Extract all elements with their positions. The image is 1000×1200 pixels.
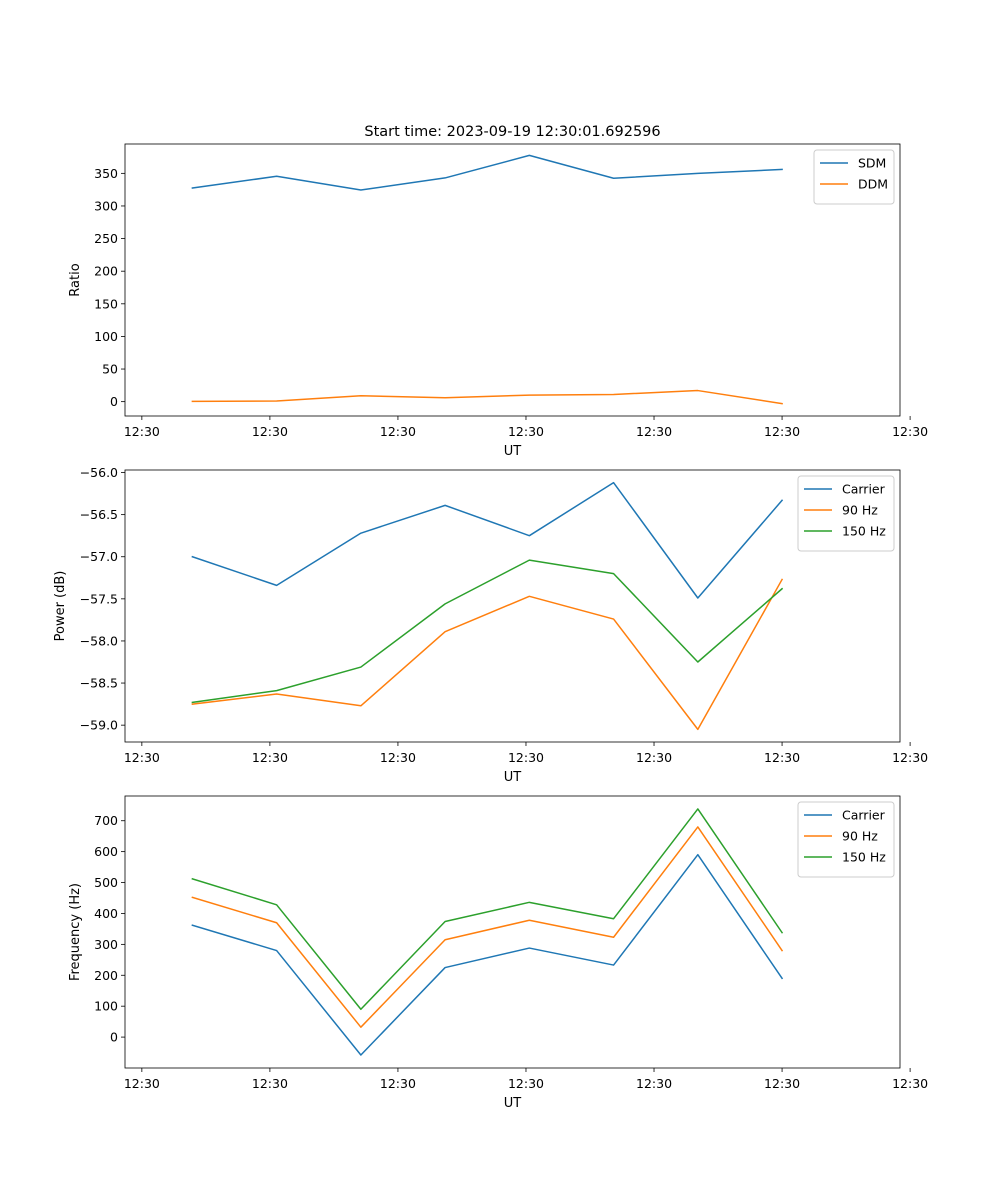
frequency-x-tick-label: 12:30 — [892, 1076, 928, 1091]
power-x-tick-label: 12:30 — [892, 750, 928, 765]
frequency-y-tick-label: 400 — [94, 906, 118, 921]
ratio-line-ddm — [191, 389, 783, 405]
frequency-x-tick-label: 12:30 — [252, 1076, 288, 1091]
ratio-legend: SDM DDM — [813, 149, 895, 205]
ratio-y-tick-label: 250 — [94, 231, 118, 246]
frequency-x-axis-label: UT — [504, 1096, 522, 1111]
ratio-x-tick-label: 12:30 — [380, 424, 416, 439]
power-x-tick-label: 12:30 — [636, 750, 672, 765]
power-x-tick-label: 12:30 — [380, 750, 416, 765]
power-x-tick-label: 12:30 — [508, 750, 544, 765]
frequency-y-tick-label: 0 — [110, 1030, 118, 1045]
power-y-axis-label: Power (dB) — [53, 571, 68, 642]
ratio-x-tick-label: 12:30 — [508, 424, 544, 439]
ratio-axes-frame — [124, 143, 901, 417]
frequency-y-tick-label: 200 — [94, 968, 118, 983]
power-y-tick-label: −56.0 — [80, 465, 118, 480]
power-x-tick-label: 12:30 — [124, 750, 160, 765]
frequency-line-150-hz — [191, 808, 784, 1011]
frequency-legend-label-150-hz: 150 Hz — [842, 850, 886, 865]
frequency-line-90-hz — [191, 826, 784, 1028]
frequency-line-carrier — [191, 853, 784, 1056]
ratio-y-tick-label: 200 — [94, 264, 118, 279]
frequency-axes-frame — [124, 795, 901, 1069]
frequency-y-tick-label: 500 — [94, 875, 118, 890]
power-y-tick-label: −57.5 — [80, 591, 118, 606]
frequency-y-tick-label: 700 — [94, 813, 118, 828]
frequency-x-tick-label: 12:30 — [636, 1076, 672, 1091]
frequency-x-tick-label: 12:30 — [508, 1076, 544, 1091]
ratio-line-sdm — [191, 154, 783, 191]
power-y-tick-label: −58.0 — [80, 633, 118, 648]
ratio-y-tick-label: 350 — [94, 166, 118, 181]
power-legend: Carrier 90 Hz 150 Hz — [797, 475, 895, 552]
frequency-y-tick-label: 300 — [94, 937, 118, 952]
frequency-y-tick-label: 600 — [94, 844, 118, 859]
power-x-axis-label: UT — [504, 770, 522, 785]
ratio-legend-label-ddm: DDM — [858, 177, 888, 192]
ratio-x-tick-label: 12:30 — [636, 424, 672, 439]
frequency-legend: Carrier 90 Hz 150 Hz — [797, 801, 895, 878]
frequency-x-tick-label: 12:30 — [380, 1076, 416, 1091]
frequency-x-tick-label: 12:30 — [124, 1076, 160, 1091]
frequency-y-axis-label: Frequency (Hz) — [68, 883, 83, 981]
power-chart: 12:30 12:30 12:30 12:30 12:30 12:30 12:30 −59.0… — [53, 465, 928, 785]
power-line-150-hz — [191, 559, 784, 704]
power-legend-label-carrier: Carrier — [842, 482, 886, 497]
power-y-tick-label: −58.5 — [80, 676, 118, 691]
power-x-tick-label: 12:30 — [764, 750, 800, 765]
frequency-legend-label-carrier: Carrier — [842, 808, 886, 823]
power-legend-label-150-hz: 150 Hz — [842, 524, 886, 539]
power-line-carrier — [191, 481, 784, 599]
power-legend-label-90-hz: 90 Hz — [842, 503, 878, 518]
frequency-legend-box — [797, 801, 895, 878]
ratio-y-tick-label: 0 — [110, 394, 118, 409]
ratio-chart: 12:30 12:30 12:30 12:30 12:30 12:30 12:30 0 50 10… — [68, 143, 928, 459]
frequency-legend-label-90-hz: 90 Hz — [842, 829, 878, 844]
power-x-tick-label: 12:30 — [252, 750, 288, 765]
power-line-90-hz — [191, 578, 784, 731]
frequency-chart: 12:30 12:30 12:30 12:30 12:30 12:30 12:30 0 100 2… — [68, 795, 928, 1111]
power-y-tick-label: −57.0 — [80, 549, 118, 564]
ratio-x-axis-label: UT — [504, 444, 522, 459]
ratio-x-tick-label: 12:30 — [252, 424, 288, 439]
ratio-x-tick-label: 12:30 — [124, 424, 160, 439]
power-y-tick-label: −56.5 — [80, 507, 118, 522]
frequency-y-tick-label: 100 — [94, 999, 118, 1014]
power-axes-frame — [124, 469, 901, 743]
ratio-x-tick-label: 12:30 — [764, 424, 800, 439]
ratio-y-axis-label: Ratio — [68, 263, 83, 296]
power-legend-box — [797, 475, 895, 552]
frequency-x-tick-label: 12:30 — [764, 1076, 800, 1091]
figure-title: Start time: 2023-09-19 12:30:01.692596 — [364, 124, 660, 140]
ratio-legend-label-sdm: SDM — [858, 156, 886, 171]
ratio-y-tick-label: 300 — [94, 198, 118, 213]
power-y-tick-label: −59.0 — [80, 718, 118, 733]
ratio-y-tick-label: 50 — [102, 362, 118, 377]
ratio-y-tick-label: 100 — [94, 329, 118, 344]
ratio-y-tick-label: 150 — [94, 296, 118, 311]
ratio-x-tick-label: 12:30 — [892, 424, 928, 439]
